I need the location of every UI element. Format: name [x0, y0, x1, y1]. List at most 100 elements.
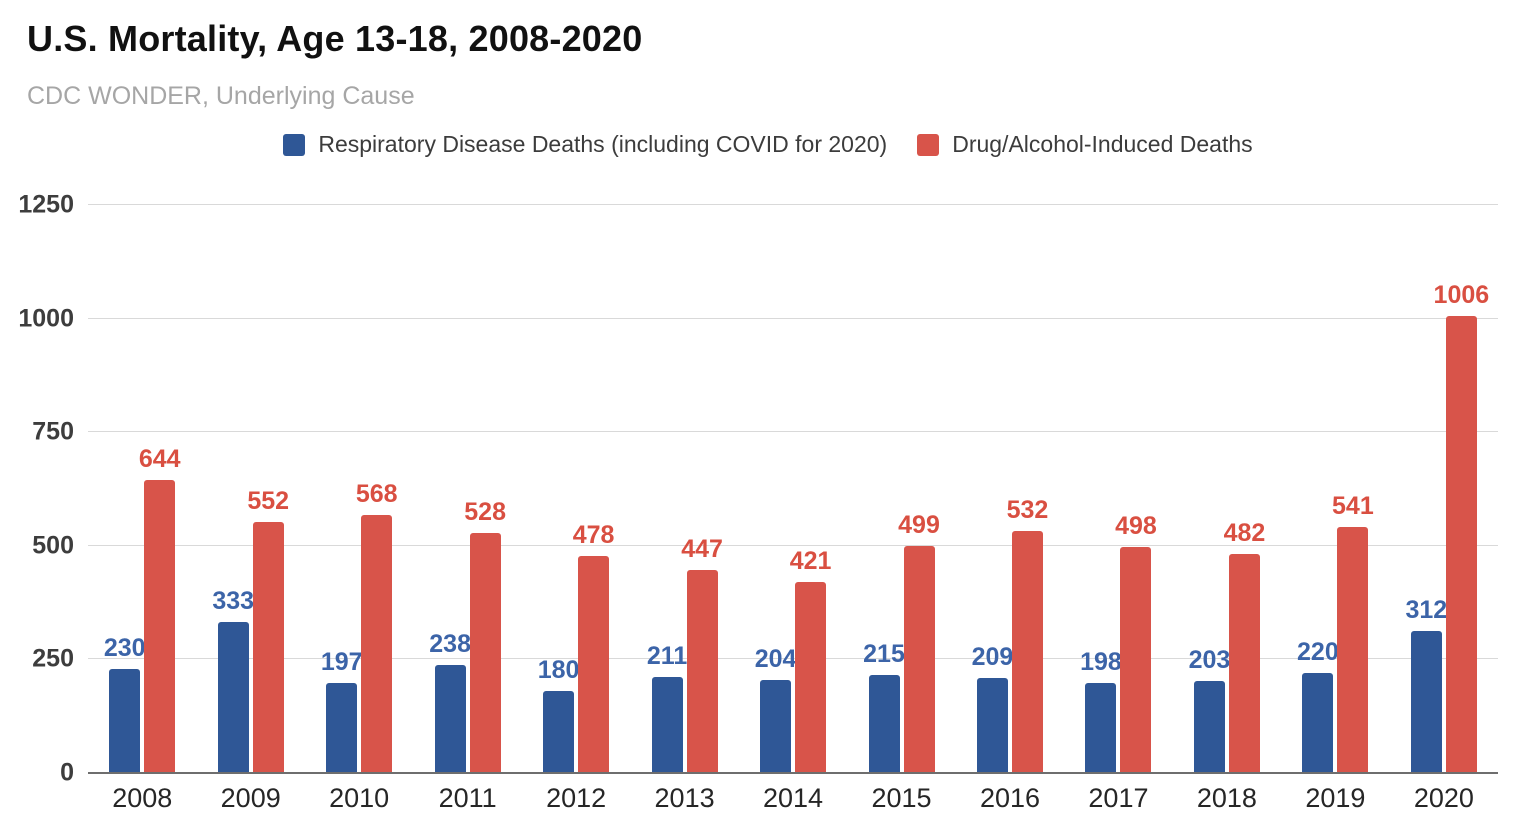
legend-item-respiratory: Respiratory Disease Deaths (including CO… — [283, 131, 887, 158]
y-tick-label-750: 750 — [32, 417, 74, 446]
x-axis-baseline — [88, 772, 1498, 774]
bar-value-label: 644 — [138, 445, 181, 474]
x-tick-label-2009: 2009 — [220, 783, 281, 813]
bar-group-2013: 211 447 — [630, 205, 738, 773]
bar-value-label: 209 — [971, 643, 1014, 672]
bar-value-label: 447 — [681, 534, 723, 563]
legend-swatch-drug-alcohol — [917, 133, 940, 156]
x-tick-label-2019: 2019 — [1305, 783, 1366, 813]
bar-respiratory-2011: 238 — [429, 631, 471, 773]
bar-group-2012: 180 478 — [522, 205, 630, 773]
bar-respiratory-2012: 180 — [538, 658, 579, 773]
x-tick-label-2016: 2016 — [979, 783, 1041, 813]
bar-respiratory-2008: 230 — [104, 635, 146, 773]
bar-group-2009: 333 552 — [196, 205, 304, 773]
gridline-250 — [88, 658, 1498, 660]
x-tick-label-2017: 2017 — [1088, 783, 1149, 813]
chart-subtitle: CDC WONDER, Underlying Cause — [27, 82, 415, 110]
legend-label-drug-alcohol: Drug/Alcohol-Induced Deaths — [952, 131, 1253, 157]
bar-value-label: 312 — [1405, 596, 1448, 625]
bar-group-2017: 198 498 — [1064, 205, 1172, 773]
bar-value-label: 1006 — [1433, 280, 1490, 309]
y-tick-label-1250: 1250 — [18, 190, 74, 219]
bar-value-label: 498 — [1115, 511, 1157, 540]
y-axis-labels: 0 250 500 750 1000 1250 — [0, 192, 74, 785]
bar-group-2016: 209 532 — [956, 205, 1064, 773]
legend-swatch-respiratory — [283, 133, 306, 156]
x-tick-label-2011: 2011 — [438, 783, 497, 813]
bar-group-2019: 220 541 — [1281, 205, 1389, 773]
bar-respiratory-2009: 333 — [212, 588, 254, 773]
bar-value-label: 552 — [247, 487, 290, 516]
bar-value-label: 198 — [1080, 648, 1122, 677]
bar-drug-alcohol-2009: 552 — [247, 489, 289, 773]
gridline-1250 — [88, 204, 1498, 205]
bar-drug-alcohol-2019: 541 — [1332, 494, 1374, 773]
bar-value-label: 421 — [789, 546, 832, 575]
bar-value-label: 211 — [646, 642, 688, 671]
bar-groups: 230 644 333 552 197 568 238 528 180 478 211 447 204 4… — [88, 205, 1498, 773]
bar-value-label: 215 — [863, 640, 905, 669]
bar-respiratory-2010: 197 — [321, 650, 363, 773]
bar-value-label: 541 — [1332, 492, 1374, 521]
bar-drug-alcohol-2017: 498 — [1115, 513, 1157, 773]
plot-area: 230 644 333 552 197 568 238 528 180 478 211 447 204 4… — [88, 204, 1498, 774]
x-tick-label-2008: 2008 — [112, 783, 173, 813]
bar-respiratory-2018: 203 — [1189, 647, 1230, 773]
x-tick-label-2018: 2018 — [1196, 783, 1257, 813]
bar-drug-alcohol-2015: 499 — [898, 513, 940, 773]
bar-value-label: 482 — [1223, 518, 1266, 547]
bar-value-label: 238 — [429, 629, 471, 658]
bar-respiratory-2013: 211 — [647, 644, 687, 773]
bar-value-label: 203 — [1188, 645, 1231, 674]
x-tick-label-2020: 2020 — [1413, 783, 1474, 813]
bar-drug-alcohol-2018: 482 — [1224, 520, 1265, 773]
bar-group-2010: 197 568 — [305, 205, 413, 773]
legend-label-respiratory: Respiratory Disease Deaths (including CO… — [318, 131, 888, 157]
bar-value-label: 499 — [898, 511, 940, 540]
y-tick-label-1000: 1000 — [18, 304, 74, 333]
bar-drug-alcohol-2020: 1006 — [1434, 282, 1489, 773]
bar-value-label: 528 — [464, 498, 506, 527]
chart-title: U.S. Mortality, Age 13-18, 2008-2020 — [27, 18, 643, 59]
bar-value-label: 230 — [103, 633, 146, 662]
bar-group-2014: 204 421 — [739, 205, 847, 773]
legend-item-drug-alcohol: Drug/Alcohol-Induced Deaths — [917, 131, 1253, 158]
bar-respiratory-2016: 209 — [972, 645, 1013, 773]
bar-value-label: 204 — [754, 645, 797, 674]
bar-drug-alcohol-2011: 528 — [464, 500, 506, 773]
bar-drug-alcohol-2016: 532 — [1007, 498, 1048, 773]
x-tick-label-2013: 2013 — [654, 783, 715, 813]
bar-drug-alcohol-2008: 644 — [139, 447, 181, 773]
bar-value-label: 532 — [1006, 496, 1049, 525]
bar-group-2011: 238 528 — [413, 205, 521, 773]
y-tick-label-250: 250 — [32, 644, 74, 673]
x-tick-label-2010: 2010 — [329, 783, 390, 813]
gridline-1000 — [88, 317, 1498, 319]
bar-drug-alcohol-2012: 478 — [573, 522, 614, 773]
bar-value-label: 333 — [212, 586, 255, 615]
x-axis-labels: 2008 2009 2010 2011 2012 2013 2014 2015 2016 2017… — [88, 783, 1498, 814]
bar-drug-alcohol-2014: 421 — [790, 548, 831, 773]
bar-value-label: 478 — [572, 520, 615, 549]
bar-value-label: 220 — [1297, 638, 1339, 667]
legend: Respiratory Disease Deaths (including CO… — [0, 131, 1536, 158]
bar-respiratory-2019: 220 — [1297, 640, 1339, 773]
bar-drug-alcohol-2013: 447 — [681, 536, 723, 773]
bar-value-label: 197 — [320, 648, 363, 677]
bar-group-2020: 312 1006 — [1390, 205, 1498, 773]
gridline-750 — [88, 431, 1498, 433]
bar-group-2015: 215 499 — [847, 205, 955, 773]
bar-value-label: 180 — [537, 656, 580, 685]
bar-group-2018: 203 482 — [1173, 205, 1281, 773]
bar-group-2008: 230 644 — [88, 205, 196, 773]
x-tick-label-2014: 2014 — [763, 783, 824, 813]
y-tick-label-500: 500 — [32, 531, 74, 560]
x-tick-label-2012: 2012 — [546, 783, 607, 813]
x-tick-label-2015: 2015 — [871, 783, 932, 813]
bar-drug-alcohol-2010: 568 — [356, 481, 398, 773]
bar-respiratory-2017: 198 — [1080, 650, 1122, 773]
gridline-500 — [88, 544, 1498, 546]
bar-respiratory-2015: 215 — [863, 642, 905, 773]
